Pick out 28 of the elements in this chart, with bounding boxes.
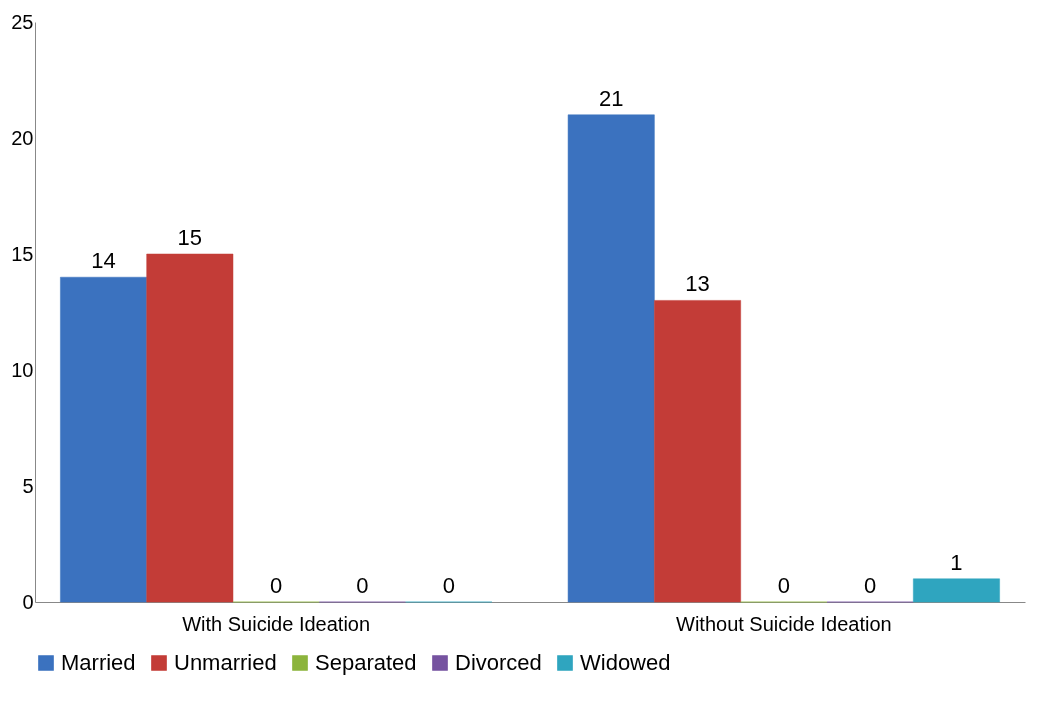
bar: [654, 300, 741, 603]
data-label: 1: [950, 549, 963, 575]
legend-label: Unmarried: [174, 650, 277, 675]
data-label: 21: [598, 85, 624, 111]
data-label: 13: [685, 271, 710, 297]
legend-label: Married: [61, 650, 136, 675]
bar: [567, 114, 655, 603]
legend-label: Divorced: [455, 650, 542, 675]
legend-label: Widowed: [580, 650, 671, 675]
data-label: 0: [270, 573, 283, 598]
data-label: 15: [177, 225, 203, 250]
y-tick-label: 5: [22, 474, 34, 497]
y-tick-label: 10: [11, 358, 34, 381]
data-label: 0: [356, 573, 369, 598]
x-tick-label: Without Suicide Ideation: [676, 612, 892, 635]
bar: [60, 276, 147, 603]
legend-label: Separated: [315, 650, 417, 675]
y-tick-label: 25: [11, 10, 34, 33]
x-tick-label: With Suicide Ideation: [182, 612, 371, 635]
y-tick-label: 20: [11, 126, 34, 149]
data-label: 0: [442, 573, 455, 598]
data-label: 0: [777, 573, 790, 598]
bar: [146, 253, 234, 603]
y-tick-label: 0: [22, 590, 34, 613]
y-tick-label: 15: [11, 242, 34, 265]
data-label: 0: [864, 573, 877, 598]
data-label: 14: [91, 248, 116, 274]
bar: [913, 578, 1000, 603]
